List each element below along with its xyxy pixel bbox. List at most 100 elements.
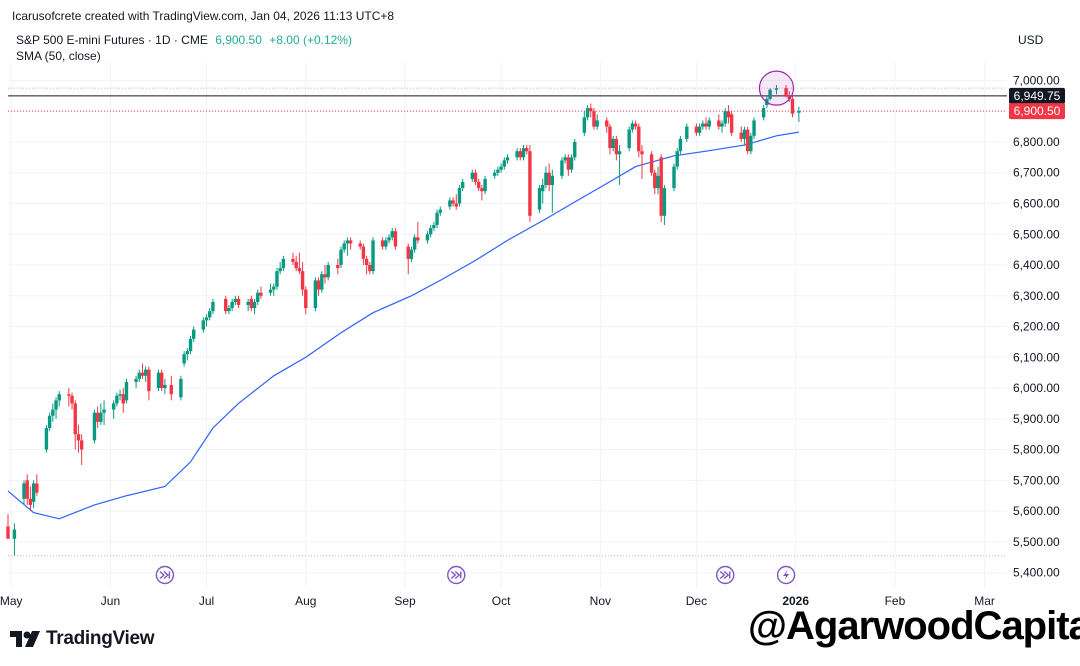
fast-forward-circle-icon [716,565,735,585]
candle [140,363,145,379]
candle-body [694,126,699,133]
candle-body [28,498,33,505]
candle [361,243,366,266]
candle [406,243,410,275]
candle [6,514,10,539]
candle-body [416,237,420,241]
candle [454,194,458,210]
candle [121,388,125,413]
y-tick-label: 6,300.00 [1013,289,1060,303]
candle [256,289,260,306]
candle-body [390,231,394,238]
tradingview-logo-icon [10,631,40,647]
candle [547,163,551,192]
candle [752,117,756,139]
y-tick-label: 5,900.00 [1013,412,1060,426]
candle-body [368,265,372,272]
fast-forward-circle-icon [447,565,466,585]
candle [384,237,388,250]
candle [499,163,503,173]
candle-body [22,483,26,499]
candle [582,111,587,136]
x-axis: May Jun Jul Aug Sep Oct Nov Dec 2026 Feb Mar [0,594,995,608]
candle [457,185,462,207]
candle [73,400,77,450]
candle [102,400,106,425]
candle-body [70,395,74,404]
y-tick-label: 6,400.00 [1013,258,1060,272]
candle [79,434,84,465]
tradingview-logo[interactable]: TradingView [10,626,155,652]
candle [589,103,593,118]
y-tick-label: 6,000.00 [1013,381,1060,395]
candle-body [179,378,183,398]
candle-body [57,394,61,401]
candle [147,366,151,401]
candle-body [701,123,705,127]
candle-body [659,157,663,216]
candle-body [137,372,141,379]
candle-body [256,292,260,302]
x-tick-label: Oct [492,594,511,608]
candle [169,375,173,401]
x-tick-label: Dec [686,594,707,608]
y-tick-label: 5,800.00 [1013,443,1060,457]
candle-body [393,231,398,247]
candle [720,120,724,133]
lightning-circle-icon [776,565,796,585]
candle [192,326,196,342]
last-price: 6,900.50 [215,33,262,47]
candle [268,283,273,296]
candle-body [768,89,772,99]
candle-body [790,98,795,114]
candle [435,209,439,229]
candle [525,145,529,155]
candle-body [502,160,506,167]
indicator-legend[interactable]: SMA (50, close) [16,49,101,63]
candle [742,126,747,146]
candle [95,406,100,429]
candle-body [313,280,318,309]
candle-body [492,172,497,176]
candle [57,391,61,407]
candle-body [291,258,295,262]
candle-body [585,108,590,118]
currency-label[interactable]: USD [1018,33,1044,47]
candle [560,157,564,179]
candle [47,412,52,432]
candle-body [499,166,503,170]
candle-body [224,298,228,312]
candle [22,480,26,505]
y-tick-label: 6,800.00 [1013,135,1060,149]
candle-body [323,274,327,278]
candle-body [704,123,708,127]
candle-body [275,271,279,287]
candle-body [425,234,430,241]
candle [428,225,433,238]
symbol-legend[interactable]: S&P 500 E-mini Futures · 1D · CME 6,900.… [16,33,352,47]
candle [211,298,215,315]
candle-body [304,289,308,309]
candle-body [281,258,286,269]
candle-body [547,172,551,186]
candle [633,120,638,130]
candle [182,351,186,367]
candle-body [384,240,388,247]
candle [492,169,497,179]
candle [368,261,372,275]
candle [111,400,116,419]
candle [537,185,542,213]
candle [313,277,318,312]
candle [134,375,138,389]
candle-body [432,225,436,229]
candle [768,88,772,101]
candle-body [54,400,58,410]
candle-body [605,120,609,127]
x-tick-label: Nov [590,594,611,608]
candle-body [678,138,683,152]
candle [28,486,33,512]
x-tick-label: Jun [101,594,120,608]
candle-body [630,123,635,130]
candle [393,228,398,250]
